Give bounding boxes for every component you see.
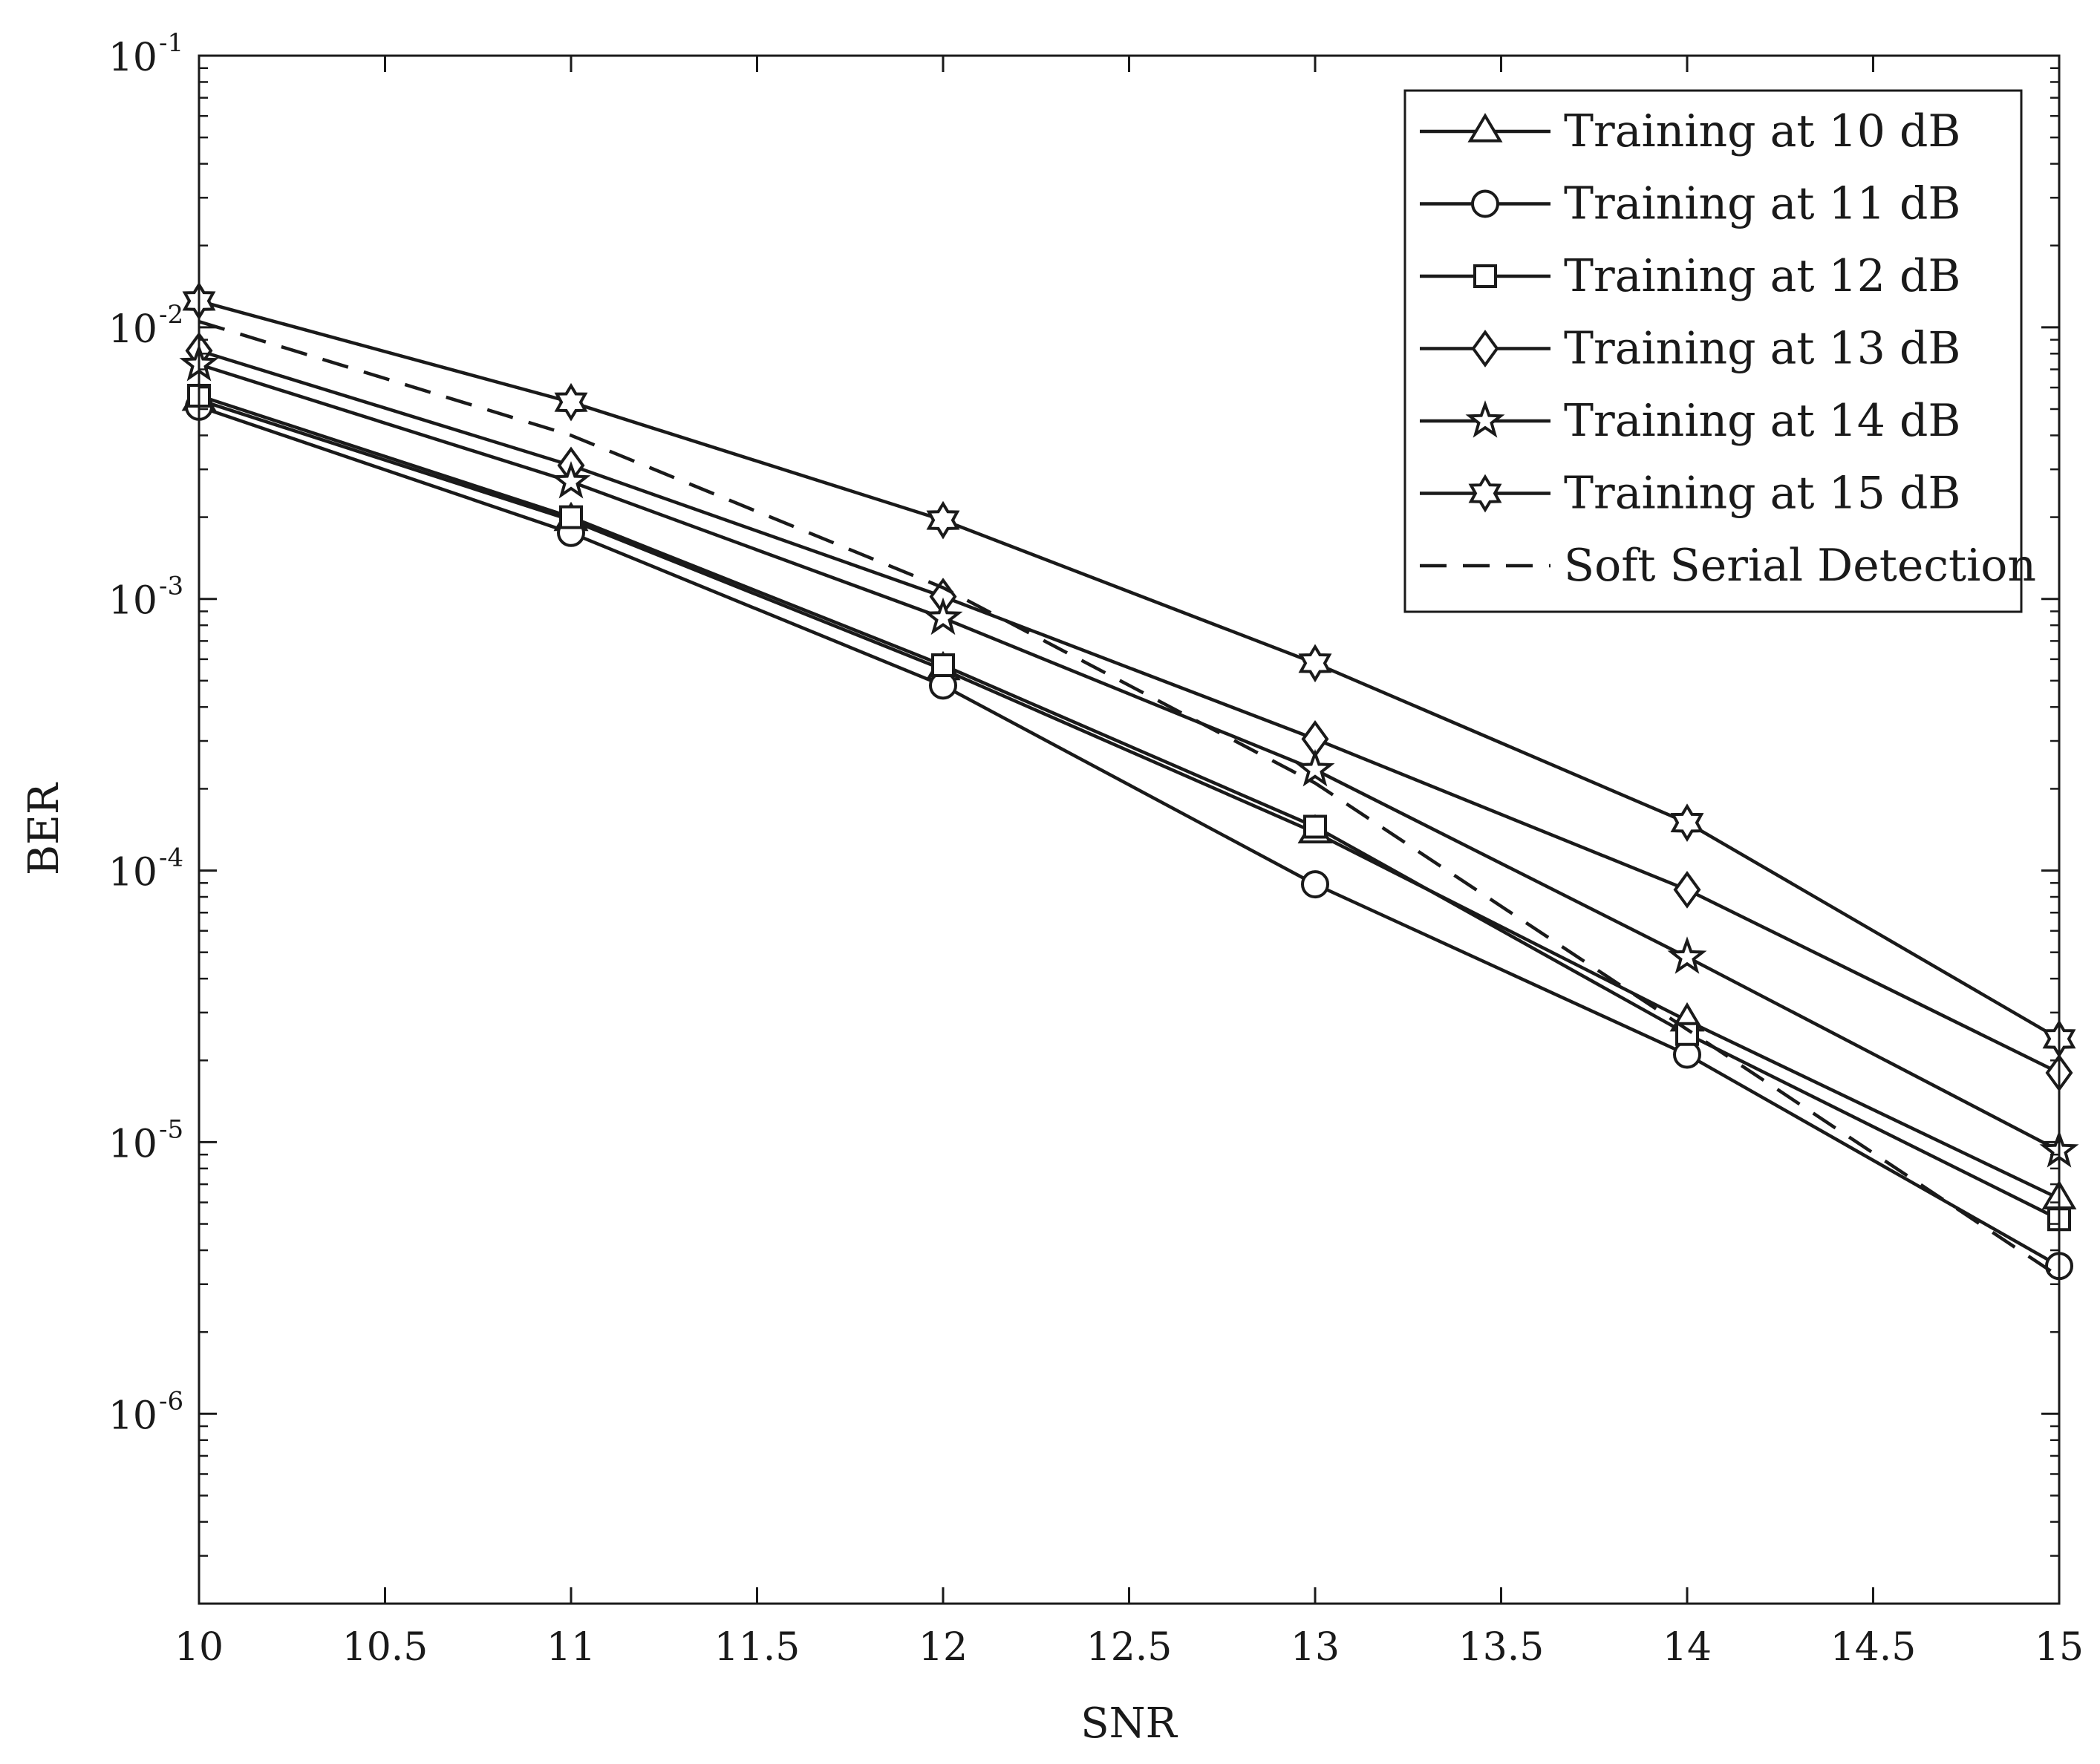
data-point-marker [926,500,960,540]
data-point-marker [1303,814,1327,839]
legend-item: Training at 11 dB [1420,178,1961,230]
data-point-marker [554,382,588,422]
series-line [198,405,2061,1268]
series-line [198,393,2061,1221]
x-tick-label: 15 [2035,1625,2084,1670]
legend-marker [1465,400,1505,438]
y-tick-label: 10 [108,579,157,624]
legend-marker [1467,113,1503,143]
legend-marker [1471,330,1499,368]
legend-label: Training at 11 dB [1564,178,1961,230]
x-tick-label: 13.5 [1458,1625,1545,1670]
series-line [198,349,2060,1075]
series-6 [182,281,2076,1059]
y-tick-label: 10 [108,36,157,80]
x-tick-label: 10 [175,1625,224,1670]
legend-label: Training at 13 dB [1564,323,1961,375]
series-group [179,281,2079,1281]
x-tick-label: 13 [1291,1625,1340,1670]
data-point-marker [1298,644,1332,683]
x-axis-label: SNR [1080,1699,1178,1748]
x-tick-label: 11.5 [714,1625,800,1670]
legend-marker [1468,474,1502,513]
y-tick-exponent: -3 [159,572,183,601]
y-tick-exponent: -1 [159,28,183,58]
legend-label: Training at 15 dB [1564,468,1961,520]
x-axis: 10 10.5 11 11.5 12 12.5 13 13.5 14 14.5 15 [175,56,2084,1670]
legend-label: Training at 12 dB [1564,250,1961,302]
legend-label: Training at 14 dB [1564,395,1961,447]
legend-item: Training at 10 dB [1420,105,1961,157]
data-point-marker [1295,748,1335,787]
data-point-marker [931,653,955,677]
data-point-marker [1670,803,1704,842]
data-point-marker [1667,936,1707,974]
x-tick-label: 14.5 [1830,1625,1917,1670]
y-axis-label: BER [20,782,68,875]
series-line [198,398,2060,1200]
legend-item: Training at 14 dB [1420,395,1961,447]
y-tick-label: 10 [108,1394,157,1438]
x-tick-label: 10.5 [342,1625,428,1670]
legend-item: Training at 15 dB [1420,468,1961,520]
series-line [198,319,2061,1278]
legend-marker [1473,264,1497,288]
legend-item: Training at 12 dB [1420,250,1961,302]
series-line [198,299,2061,1041]
series-line [198,362,2061,1152]
legend-item: Soft Serial Detection [1420,540,2036,592]
y-tick-exponent: -5 [159,1114,183,1144]
y-tick-exponent: -2 [159,300,183,330]
x-tick-label: 14 [1663,1625,1712,1670]
data-point-marker [923,597,963,636]
y-tick-label: 10 [108,851,157,895]
legend: Training at 10 dB Training at 11 dB Traini… [1403,89,2036,613]
legend-item: Training at 13 dB [1420,323,1961,375]
x-tick-label: 11 [547,1625,596,1670]
data-point-marker [1675,1022,1699,1046]
x-tick-label: 12 [919,1625,968,1670]
legend-box [1403,89,2023,613]
y-axis: 10-610-510-410-310-210-1 [108,28,2059,1605]
y-tick-label: 10 [108,307,157,352]
series-7 [198,319,2061,1278]
legend-marker [1471,189,1499,218]
y-tick-exponent: -4 [159,843,183,873]
y-tick-exponent: -6 [159,1386,183,1416]
data-point-marker [551,461,591,499]
x-tick-label: 12.5 [1086,1625,1173,1670]
data-point-marker [1301,870,1329,899]
legend-label: Training at 10 dB [1564,105,1961,157]
legend-label: Soft Serial Detection [1564,540,2036,592]
data-point-marker [1673,870,1701,909]
data-point-marker [559,505,583,529]
y-tick-label: 10 [108,1122,157,1166]
